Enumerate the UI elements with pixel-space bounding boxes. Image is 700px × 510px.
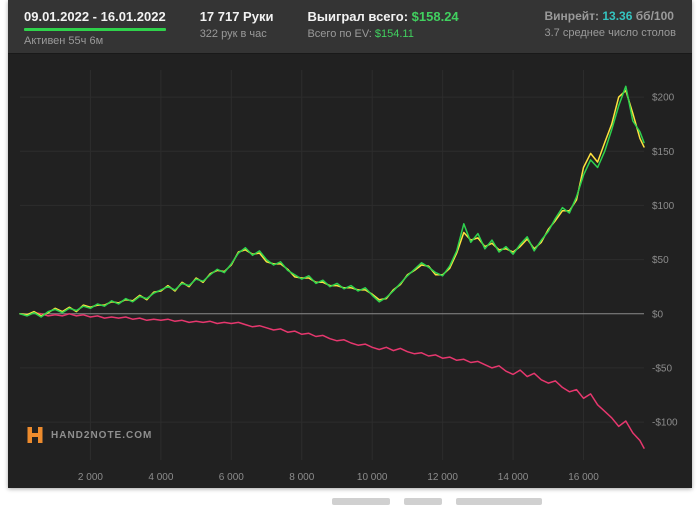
svg-text:-$50: -$50 [652, 363, 672, 374]
ev-value: $154.11 [374, 28, 414, 40]
hands-block: 17 717 Руки 322 рук в час [200, 9, 274, 40]
svg-text:16 000: 16 000 [568, 472, 599, 483]
hands-per-hour: 322 рук в час [199, 28, 267, 40]
avg-tables: 3.7 среднее число столов [544, 27, 676, 39]
svg-text:2 000: 2 000 [78, 472, 103, 483]
won-total: Выиграл всего: $158.24 [307, 9, 459, 24]
winnings-chart: -$100 -$50 $0 $50 $100 $150 $200 2 000 4 000 6 00… [8, 54, 692, 488]
svg-text:$150: $150 [652, 147, 675, 158]
chart-canvas: -$100 -$50 $0 $50 $100 $150 $200 2 000 4 000 6 00… [19, 70, 678, 483]
svg-text:$50: $50 [652, 255, 669, 266]
svg-text:$0: $0 [652, 309, 664, 320]
active-tab-underline [24, 28, 166, 31]
hand2note-logo[interactable]: HAND2NOTE.COM [26, 426, 152, 444]
stats-panel: 09.01.2022 - 16.01.2022 Активен 55ч 6м 1… [8, 0, 692, 488]
date-range-block[interactable]: 09.01.2022 - 16.01.2022 Активен 55ч 6м [24, 9, 166, 47]
svg-text:-$100: -$100 [652, 418, 678, 429]
winrate-line: Винрейт: 13.36 бб/100 [544, 9, 674, 23]
winrate-block: Винрейт: 13.36 бб/100 3.7 среднее число … [544, 9, 676, 39]
winnings-block: Выиграл всего: $158.24 Всего по EV: $154… [307, 9, 458, 40]
hand2note-logo-text: HAND2NOTE.COM [51, 429, 153, 441]
svg-text:6 000: 6 000 [219, 472, 244, 483]
hands-count: 17 717 Руки [199, 9, 274, 24]
hand2note-logo-icon [27, 427, 43, 443]
date-range: 09.01.2022 - 16.01.2022 [24, 9, 166, 24]
active-time: Активен 55ч 6м [24, 35, 104, 47]
svg-text:4 000: 4 000 [148, 472, 173, 483]
cropped-text-fragment [456, 498, 542, 505]
won-value: $158.24 [411, 9, 459, 24]
ev-total: Всего по EV: $154.11 [307, 28, 414, 40]
svg-text:10 000: 10 000 [357, 472, 388, 483]
svg-text:12 000: 12 000 [427, 472, 458, 483]
svg-text:$200: $200 [652, 93, 675, 104]
svg-text:8 000: 8 000 [289, 472, 314, 483]
cropped-text-fragment [332, 498, 390, 505]
cropped-text-fragment [404, 498, 442, 505]
winrate-value: 13.36 [602, 9, 633, 23]
stats-header: 09.01.2022 - 16.01.2022 Активен 55ч 6м 1… [8, 0, 692, 54]
svg-text:14 000: 14 000 [498, 472, 529, 483]
svg-text:$100: $100 [652, 201, 675, 212]
